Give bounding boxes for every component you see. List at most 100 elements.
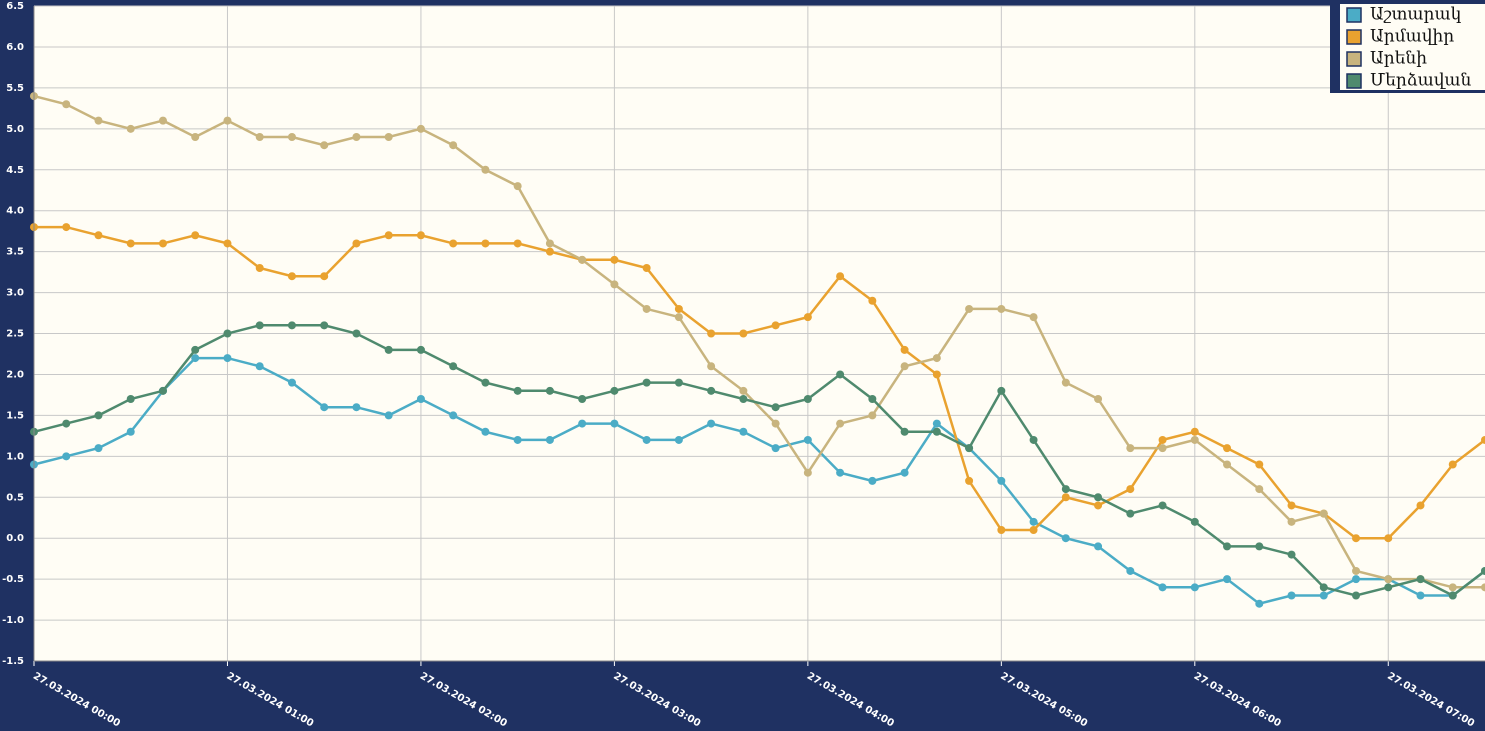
data-point	[481, 427, 490, 436]
data-point	[1126, 485, 1135, 494]
x-tick-label: 27.03.2024 03:00	[611, 671, 702, 730]
data-point	[1158, 435, 1167, 444]
data-point	[997, 526, 1006, 534]
data-point	[1352, 534, 1361, 543]
data-point	[578, 395, 587, 403]
data-point	[707, 362, 716, 371]
legend-item[interactable]: Մերձավան	[1346, 71, 1472, 91]
data-point	[481, 165, 490, 174]
data-point	[191, 231, 200, 240]
legend-swatch	[1346, 73, 1362, 89]
data-point	[191, 133, 200, 141]
data-point	[932, 354, 941, 363]
data-point	[416, 124, 425, 133]
data-point	[1029, 435, 1038, 444]
data-point	[255, 362, 264, 371]
data-point	[1061, 493, 1070, 502]
data-point	[513, 386, 522, 395]
data-point	[1384, 583, 1393, 592]
data-point	[836, 468, 845, 477]
y-tick-label: 4.5	[6, 165, 24, 176]
data-point	[94, 116, 103, 125]
data-point	[1255, 599, 1264, 608]
data-point	[868, 395, 877, 403]
data-point	[1481, 583, 1485, 592]
legend-item[interactable]: Արենի	[1346, 49, 1427, 69]
y-tick-label: 2.0	[6, 369, 24, 380]
data-point	[803, 395, 812, 403]
y-tick-label: 0.5	[6, 492, 24, 503]
data-point	[674, 313, 683, 322]
data-point	[642, 304, 651, 313]
data-point	[191, 345, 200, 354]
data-point	[1448, 460, 1457, 469]
x-tick-label: 27.03.2024 05:00	[998, 671, 1089, 730]
data-point	[384, 411, 393, 420]
series-line	[33, 324, 1485, 597]
data-point	[1223, 460, 1232, 469]
legend-item[interactable]: Արմավիր	[1346, 27, 1454, 47]
data-point	[1094, 395, 1103, 403]
data-point	[126, 427, 135, 436]
data-point	[932, 419, 941, 428]
data-point	[384, 345, 393, 354]
data-point	[416, 345, 425, 354]
data-point	[126, 239, 135, 248]
data-point	[1481, 566, 1485, 575]
data-point	[1319, 509, 1328, 518]
data-point	[545, 435, 554, 444]
data-point	[1352, 566, 1361, 575]
data-point	[545, 386, 554, 395]
data-point	[513, 182, 522, 191]
data-point	[255, 321, 264, 330]
data-point	[94, 231, 103, 240]
legend-label: Մերձավան	[1370, 71, 1472, 91]
data-point	[158, 239, 167, 248]
y-tick-label: 3.0	[6, 288, 24, 299]
y-tick-label: 1.0	[6, 451, 24, 462]
legend-label: Աշտարակ	[1370, 5, 1462, 25]
data-point	[1319, 591, 1328, 600]
legend-item[interactable]: Աշտարակ	[1346, 5, 1462, 25]
x-tick-label: 27.03.2024 01:00	[224, 671, 315, 730]
y-tick-label: 3.5	[6, 247, 24, 258]
data-point	[1481, 435, 1485, 444]
data-point	[352, 403, 361, 412]
data-point	[610, 386, 619, 395]
data-point	[287, 272, 296, 281]
data-point	[771, 321, 780, 330]
data-point	[1061, 534, 1070, 543]
data-point	[1223, 575, 1232, 584]
lines	[30, 92, 1485, 608]
data-point	[836, 272, 845, 281]
data-point	[1223, 542, 1232, 551]
y-tick-label: -1.5	[2, 656, 24, 667]
data-point	[1287, 501, 1296, 510]
data-point	[545, 247, 554, 256]
data-point	[1029, 526, 1038, 534]
data-point	[674, 435, 683, 444]
data-point	[868, 476, 877, 485]
data-point	[771, 419, 780, 428]
data-point	[62, 100, 71, 109]
y-tick-label: -0.5	[2, 574, 24, 585]
data-point	[642, 264, 651, 272]
data-point	[997, 386, 1006, 395]
x-tick-label: 27.03.2024 02:00	[418, 671, 509, 730]
data-point	[1416, 501, 1425, 510]
data-point	[513, 239, 522, 248]
data-point	[932, 427, 941, 436]
data-point	[1126, 444, 1135, 453]
legend-swatch	[1346, 7, 1362, 23]
data-point	[965, 304, 974, 313]
data-point	[1190, 583, 1199, 592]
series-line	[33, 94, 1485, 589]
data-point	[1352, 575, 1361, 584]
y-tick-label: 6.0	[6, 42, 24, 53]
data-point	[803, 468, 812, 477]
data-point	[803, 435, 812, 444]
data-point	[1416, 591, 1425, 600]
data-point	[707, 386, 716, 395]
data-point	[1352, 591, 1361, 600]
